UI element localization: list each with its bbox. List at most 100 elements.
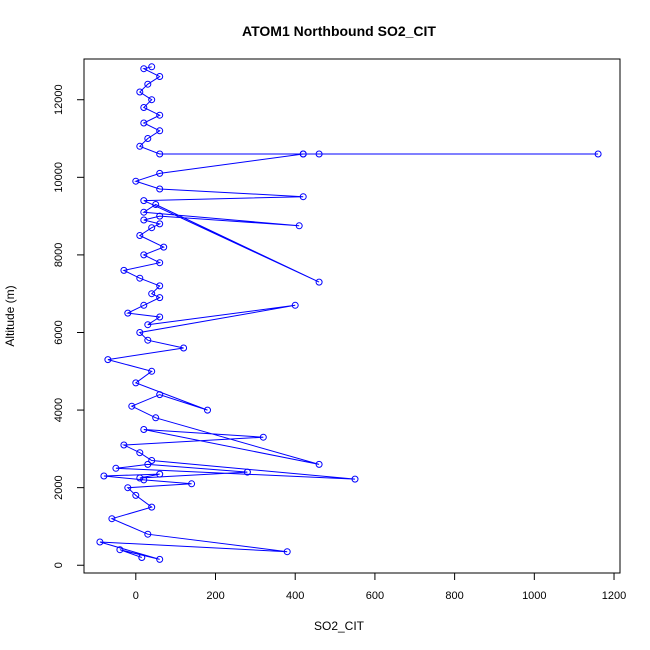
data-point	[124, 309, 132, 317]
y-axis: 0 2000 4000 6000 8000 10000 12000	[53, 84, 85, 568]
data-point	[136, 274, 144, 282]
data-point	[148, 367, 156, 375]
data-point	[148, 96, 156, 104]
data-point	[156, 169, 164, 177]
data-point	[140, 119, 148, 127]
data-point	[148, 457, 156, 464]
data-point	[160, 243, 168, 251]
data-point	[96, 538, 104, 546]
data-point	[140, 208, 148, 216]
y-axis-label: Altitude (m)	[3, 285, 17, 346]
data-point	[152, 201, 160, 208]
data-point	[104, 356, 112, 364]
data-point	[315, 460, 323, 468]
data-point	[144, 135, 152, 142]
x-tick-label: 0	[133, 590, 139, 602]
data-point	[156, 470, 164, 478]
data-point	[120, 441, 128, 449]
data-point	[315, 150, 323, 158]
data-point	[132, 491, 140, 499]
data-point	[120, 266, 128, 274]
data-point	[132, 177, 140, 185]
data-point	[156, 150, 164, 158]
data-point	[156, 282, 164, 290]
data-point	[136, 232, 144, 239]
data-point	[140, 65, 148, 73]
chart-title: ATOM1 Northbound SO2_CIT	[242, 23, 436, 39]
series-line	[99, 66, 599, 560]
series-layer	[96, 63, 602, 563]
data-point	[136, 88, 144, 96]
x-tick-label: 1200	[602, 590, 626, 602]
data-point	[152, 414, 160, 422]
data-point	[283, 548, 291, 556]
y-tick-label: 8000	[53, 243, 65, 267]
x-tick-label: 600	[366, 590, 384, 602]
data-point	[136, 449, 144, 457]
data-point	[140, 301, 148, 309]
data-point	[299, 193, 307, 201]
data-point	[156, 73, 164, 80]
x-axis: 0 200 400 600 800 1000 1200	[133, 572, 626, 602]
y-tick-label: 6000	[53, 320, 65, 344]
data-point	[144, 321, 152, 329]
data-point	[156, 220, 164, 228]
data-point	[138, 554, 146, 561]
y-tick-label: 4000	[53, 398, 65, 422]
x-axis-label: SO2_CIT	[314, 619, 365, 633]
data-point	[132, 379, 140, 387]
data-point	[116, 546, 124, 554]
data-point	[148, 224, 156, 232]
data-point	[112, 464, 120, 472]
data-point	[140, 476, 148, 484]
data-point	[295, 222, 303, 230]
x-tick-label: 800	[445, 590, 463, 602]
data-point	[140, 104, 148, 111]
data-point	[136, 142, 144, 150]
data-point	[299, 150, 307, 158]
data-point	[136, 474, 144, 482]
y-tick-label: 2000	[53, 475, 65, 499]
data-point	[148, 503, 156, 511]
data-point	[140, 216, 148, 224]
data-point	[148, 63, 156, 71]
data-point	[144, 336, 152, 344]
x-tick-label: 1000	[522, 590, 546, 602]
data-point	[156, 391, 164, 399]
data-point	[108, 515, 116, 523]
data-point	[594, 150, 602, 158]
data-point	[156, 313, 164, 321]
data-point	[156, 127, 164, 135]
data-point	[315, 278, 323, 286]
data-point	[351, 475, 359, 483]
data-point	[180, 344, 188, 352]
x-tick-label: 200	[206, 590, 224, 602]
data-point	[156, 555, 164, 563]
data-point	[100, 472, 108, 480]
y-tick-label: 12000	[53, 84, 65, 115]
data-point	[291, 301, 299, 309]
data-point	[243, 468, 251, 476]
data-point	[156, 259, 164, 267]
data-point	[136, 329, 144, 336]
data-point	[140, 251, 148, 259]
data-point	[156, 185, 164, 193]
data-point	[204, 406, 211, 414]
data-point	[140, 426, 148, 433]
x-tick-label: 400	[286, 590, 304, 602]
data-point	[259, 433, 267, 441]
data-point	[156, 212, 164, 220]
y-tick-label: 10000	[53, 162, 65, 193]
data-point	[188, 480, 196, 488]
data-point	[140, 197, 148, 205]
data-point	[144, 80, 152, 88]
data-point	[148, 290, 156, 298]
data-point	[156, 294, 164, 302]
data-point	[124, 484, 132, 492]
data-point	[144, 460, 152, 468]
data-point	[144, 530, 152, 538]
data-point	[156, 111, 164, 119]
data-point	[128, 402, 136, 410]
y-tick-label: 0	[53, 562, 65, 568]
